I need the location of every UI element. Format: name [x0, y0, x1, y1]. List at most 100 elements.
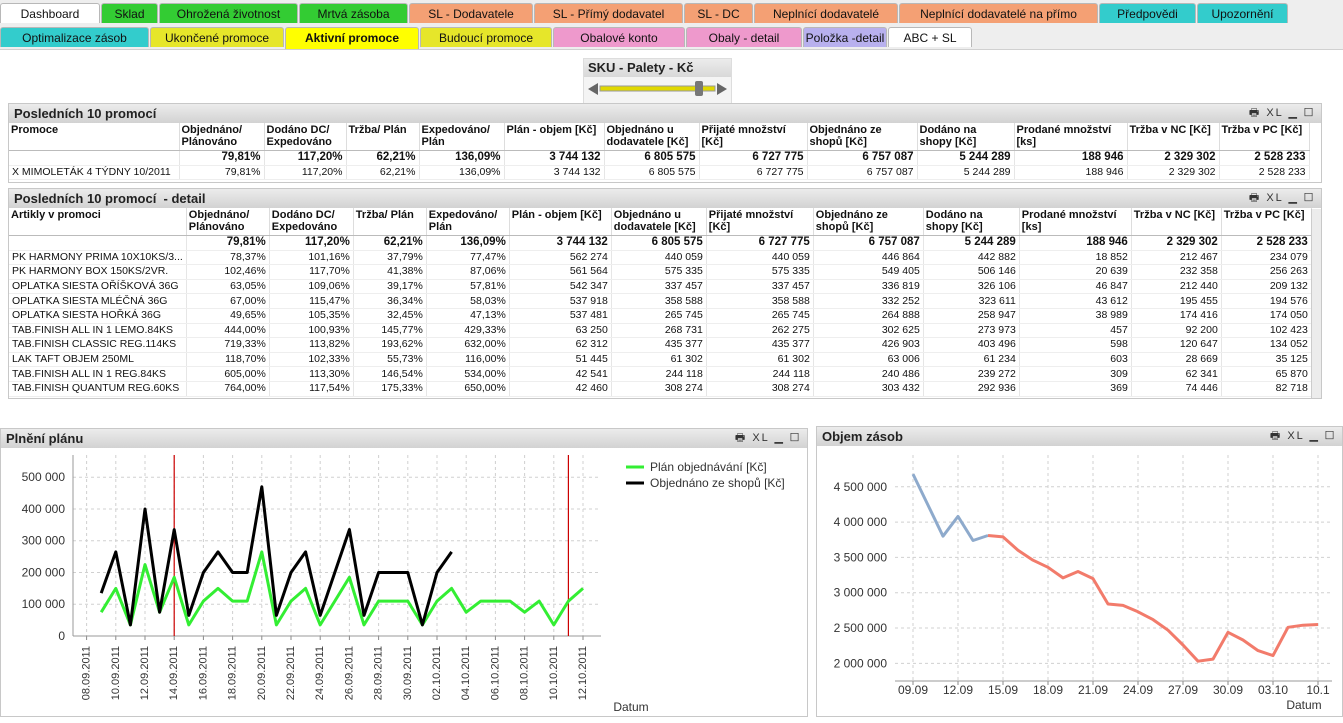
table-cell: 561 564: [509, 264, 612, 280]
column-header[interactable]: Přijaté množství [Kč]: [699, 123, 808, 151]
table-row[interactable]: OPLATKA SIESTA OŘÍŠKOVÁ 36G 63,05% 109,06%…: [9, 279, 1312, 295]
table-row[interactable]: TAB.FINISH ALL IN 1 REG.84KS 605,00% 113,3…: [9, 366, 1312, 382]
xl-button[interactable]: XL: [1266, 192, 1284, 204]
panel-title: Posledních 10 promocí - detail: [14, 191, 206, 206]
column-header[interactable]: Objednáno/ Plánováno: [186, 208, 270, 236]
table-cell: TAB.FINISH CLASSIC REG.114KS: [9, 337, 187, 353]
table-cell: 62,21%: [346, 165, 420, 181]
column-header[interactable]: Objednáno u dodavatele [Kč]: [611, 208, 707, 236]
column-header[interactable]: Promoce: [9, 123, 180, 151]
x-axis-label: Datum: [613, 700, 648, 714]
table-row[interactable]: X MIMOLETÁK 4 TÝDNY 10/2011 79,81% 117,20%…: [9, 165, 1310, 181]
table-cell: 369: [1019, 381, 1132, 397]
table-cell: 145,77%: [353, 323, 427, 339]
table-cell: 117,54%: [269, 381, 354, 397]
panel-icons[interactable]: 🖶 XL ▁ ☐: [734, 432, 801, 444]
table-row[interactable]: LAK TAFT OBJEM 250ML 118,70% 102,33% 55,73%…: [9, 352, 1312, 368]
legend-label[interactable]: Plán objednávání [Kč]: [650, 460, 767, 474]
table-row[interactable]: OPLATKA SIESTA HOŘKÁ 36G 49,65% 105,35% 32,…: [9, 308, 1312, 324]
tab[interactable]: SL - DC: [684, 3, 753, 23]
column-header[interactable]: Přijaté množství [Kč]: [706, 208, 814, 236]
column-header[interactable]: Objednáno u dodavatele [Kč]: [604, 123, 700, 151]
panel-icons[interactable]: 🖶 XL ▁ ☐: [1248, 192, 1315, 204]
tab[interactable]: Dashboard: [0, 3, 100, 23]
tab[interactable]: SL - Dodavatele: [409, 3, 533, 23]
table-cell: 188 946: [1014, 165, 1128, 181]
table-row[interactable]: PK HARMONY BOX 150KS/2VR. 102,46% 117,70% 4…: [9, 264, 1312, 280]
x-tick-label: 12.10.2011: [577, 646, 589, 700]
table-row[interactable]: TAB.FINISH QUANTUM REG.60KS 764,00% 117,54…: [9, 381, 1312, 397]
column-header[interactable]: Tržba/ Plán: [353, 208, 427, 236]
series-line: [99, 485, 453, 627]
x-tick-label: 20.09.2011: [256, 646, 268, 700]
scrollbar[interactable]: [1311, 209, 1321, 398]
tab[interactable]: Ukončené promoce: [150, 27, 284, 47]
totals-cell: 6 757 087: [813, 235, 924, 251]
column-header[interactable]: Tržba v NC [Kč]: [1127, 123, 1220, 151]
panel-header: Objem zásob 🖶 XL ▁ ☐: [817, 427, 1342, 446]
totals-cell: 6 805 575: [611, 235, 707, 251]
tab[interactable]: Obalové konto: [553, 27, 685, 47]
tab[interactable]: Aktivní promoce: [285, 27, 419, 49]
tab[interactable]: Předpovědi: [1099, 3, 1196, 23]
table-cell: 337 457: [706, 279, 814, 295]
table-cell: 79,81%: [179, 165, 265, 181]
column-header[interactable]: Tržba v PC [Kč]: [1221, 208, 1312, 236]
table-cell: 6 757 087: [807, 165, 918, 181]
table-row[interactable]: OPLATKA SIESTA MLÉČNÁ 36G 67,00% 115,47% 36…: [9, 293, 1312, 309]
legend-label[interactable]: Objednáno ze shopů [Kč]: [650, 476, 785, 490]
column-header[interactable]: Objednáno ze shopů [Kč]: [807, 123, 918, 151]
column-header[interactable]: Plán - objem [Kč]: [509, 208, 612, 236]
table-row[interactable]: TAB.FINISH CLASSIC REG.114KS 719,33% 113,8…: [9, 337, 1312, 353]
table-cell: 61 234: [923, 352, 1020, 368]
chart-title: Objem zásob: [822, 429, 903, 444]
column-header[interactable]: Objednáno ze shopů [Kč]: [813, 208, 924, 236]
table-cell: 18 852: [1019, 250, 1132, 266]
column-header[interactable]: Dodáno na shopy [Kč]: [917, 123, 1015, 151]
column-header[interactable]: Artikly v promoci: [9, 208, 187, 236]
tab[interactable]: Neplnící dodavatelé na přímo: [899, 3, 1098, 23]
x-tick-label: 16.09.2011: [197, 646, 209, 700]
tab[interactable]: Optimalizace zásob: [0, 27, 149, 47]
tab[interactable]: Položka -detail: [803, 27, 887, 47]
totals-cell: 6 757 087: [807, 150, 918, 166]
tab[interactable]: ABC + SL: [888, 27, 972, 47]
xl-button[interactable]: XL: [1287, 430, 1305, 442]
x-tick-label: 28.09.2011: [373, 646, 385, 700]
column-header[interactable]: Expedováno/ Plán: [419, 123, 505, 151]
table-cell: 212 440: [1131, 279, 1222, 295]
xl-button[interactable]: XL: [752, 432, 770, 444]
table-cell: LAK TAFT OBJEM 250ML: [9, 352, 187, 368]
tab[interactable]: Ohrožená životnost: [159, 3, 298, 23]
tab[interactable]: SL - Přímý dodavatel: [534, 3, 683, 23]
table-cell: 51 445: [509, 352, 612, 368]
slider-track[interactable]: [584, 77, 731, 101]
table-cell: 212 467: [1131, 250, 1222, 266]
table-row[interactable]: TAB.FINISH ALL IN 1 LEMO.84KS 444,00% 100,…: [9, 323, 1312, 339]
slider[interactable]: SKU - Palety - Kč: [583, 58, 732, 104]
table: Promoce Objednáno/ Plánováno Dodáno DC/ Ex…: [9, 123, 1310, 181]
totals-cell: 5 244 289: [917, 150, 1015, 166]
tab[interactable]: Neplnící dodavatelé: [754, 3, 898, 23]
tab[interactable]: Mrtvá zásoba: [299, 3, 408, 23]
column-header[interactable]: Dodáno DC/ Expedováno: [264, 123, 347, 151]
tab[interactable]: Sklad: [101, 3, 158, 23]
table-row[interactable]: PK HARMONY PRIMA 10X10KS/3... 78,37% 101,1…: [9, 250, 1312, 266]
y-tick-label: 300 000: [22, 534, 66, 548]
column-header[interactable]: Plán - objem [Kč]: [504, 123, 605, 151]
tab[interactable]: Budoucí promoce: [420, 27, 552, 47]
column-header[interactable]: Prodané množství [ks]: [1014, 123, 1128, 151]
panel-icons[interactable]: 🖶 XL ▁ ☐: [1269, 430, 1336, 442]
column-header[interactable]: Tržba v NC [Kč]: [1131, 208, 1222, 236]
tab[interactable]: Obaly - detail: [686, 27, 802, 47]
column-header[interactable]: Tržba/ Plán: [346, 123, 420, 151]
column-header[interactable]: Dodáno na shopy [Kč]: [923, 208, 1020, 236]
xl-button[interactable]: XL: [1266, 107, 1284, 119]
column-header[interactable]: Objednáno/ Plánováno: [179, 123, 265, 151]
column-header[interactable]: Tržba v PC [Kč]: [1219, 123, 1310, 151]
tab[interactable]: Upozornění: [1197, 3, 1288, 23]
panel-icons[interactable]: 🖶 XL ▁ ☐: [1248, 107, 1315, 119]
column-header[interactable]: Expedováno/ Plán: [426, 208, 510, 236]
column-header[interactable]: Dodáno DC/ Expedováno: [269, 208, 354, 236]
column-header[interactable]: Prodané množství [ks]: [1019, 208, 1132, 236]
